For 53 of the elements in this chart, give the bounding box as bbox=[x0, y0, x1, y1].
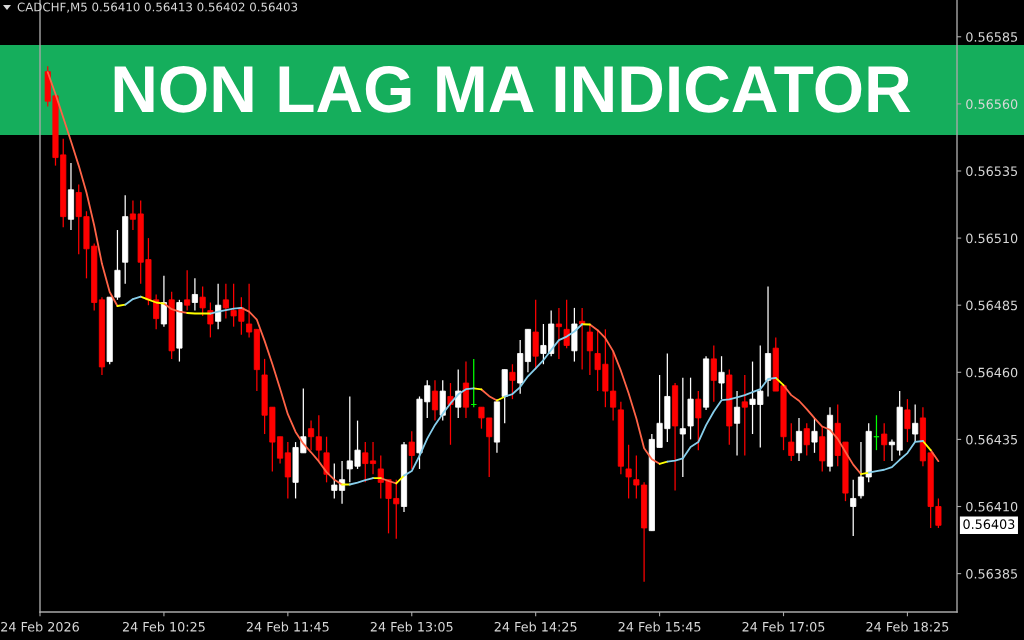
candlestick bbox=[555, 307, 562, 360]
candlestick bbox=[795, 417, 803, 462]
annotation: 0.56403 bbox=[963, 519, 1015, 530]
candlestick bbox=[788, 422, 795, 462]
y-tick-label: 0.56485 bbox=[966, 300, 1018, 311]
candlestick bbox=[315, 414, 322, 462]
candlestick bbox=[207, 301, 214, 339]
candlestick bbox=[455, 368, 462, 419]
text: NON LAG MA INDICATOR bbox=[114, 65, 911, 113]
candlestick bbox=[447, 382, 454, 446]
candlestick bbox=[811, 417, 818, 454]
candlestick bbox=[199, 285, 206, 317]
candlestick bbox=[246, 283, 253, 339]
x-tick-label: 24 Feb 17:05 bbox=[742, 621, 825, 632]
y-tick-label: 0.56560 bbox=[966, 99, 1018, 109]
candlestick bbox=[912, 403, 919, 443]
candlestick bbox=[710, 344, 717, 403]
candlestick bbox=[718, 355, 725, 400]
candlestick bbox=[222, 283, 229, 320]
chart-subtitle: CADCHF,M5 0.56410 0.56413 0.56402 0.56403 bbox=[17, 2, 298, 13]
candlestick bbox=[408, 430, 415, 470]
candlestick bbox=[904, 398, 911, 443]
candlestick bbox=[803, 422, 810, 457]
candlestick bbox=[563, 299, 570, 349]
y-tick-label: 0.56510 bbox=[966, 233, 1018, 244]
x-tick-label: 24 Feb 13:05 bbox=[370, 621, 453, 632]
candlestick bbox=[184, 269, 191, 312]
y-tick-label: 0.56460 bbox=[966, 367, 1018, 378]
x-tick-label: 24 Feb 10:25 bbox=[122, 621, 205, 632]
candlestick bbox=[741, 374, 748, 457]
y-tick-label: 0.56585 bbox=[966, 32, 1018, 42]
x-tick-label: 24 Feb 15:45 bbox=[618, 621, 701, 632]
candlestick bbox=[308, 419, 315, 451]
x-tick-label: 24 Feb 2026 bbox=[1, 621, 79, 632]
candlestick bbox=[191, 277, 198, 312]
candlestick bbox=[881, 422, 888, 462]
candlestick bbox=[695, 390, 702, 451]
candlestick bbox=[509, 363, 516, 400]
y-tick-label: 0.56410 bbox=[966, 501, 1018, 512]
candlestick bbox=[160, 275, 167, 328]
candlestick bbox=[850, 479, 857, 537]
candlestick bbox=[679, 377, 686, 478]
y-tick-label: 0.56435 bbox=[966, 434, 1018, 445]
candlestick bbox=[625, 444, 632, 500]
candlestick bbox=[431, 379, 439, 422]
x-tick-label: 24 Feb 11:45 bbox=[246, 621, 329, 632]
candlestick bbox=[586, 323, 593, 376]
y-tick-label: 0.56535 bbox=[966, 166, 1018, 177]
x-tick-label: 24 Feb 18:25 bbox=[866, 621, 949, 632]
candlestick bbox=[323, 436, 330, 483]
y-tick-label: 0.56385 bbox=[966, 568, 1018, 579]
x-tick-label: 24 Feb 14:25 bbox=[494, 621, 577, 632]
candlestick bbox=[733, 390, 741, 457]
